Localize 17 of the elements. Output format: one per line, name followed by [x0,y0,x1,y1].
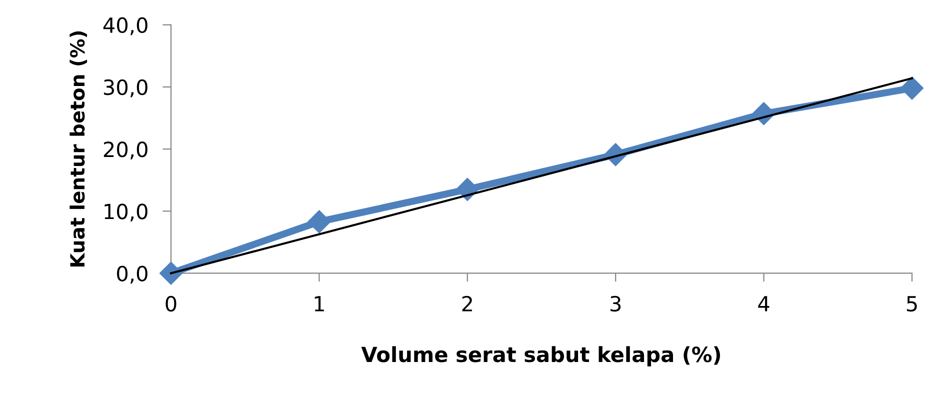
y-axis-title: Kuat lentur beton (%) [70,31,88,267]
point [900,76,924,100]
x-axis-title: Volume serat sabut kelapa (%) [361,346,720,366]
x-tick-label: 0 [166,296,176,312]
point [160,262,182,285]
x-tick-label: 1 [314,296,324,312]
x-tick-label: 4 [758,296,770,312]
x-tick-label: 5 [906,296,917,312]
point [308,210,331,234]
y-tick-label: 40,0 [103,17,148,36]
y-tick-label: 20,0 [104,141,148,160]
x-tick-label: 2 [462,296,472,312]
y-tick-label: 0,0 [117,266,148,284]
x-tick-label: 3 [610,296,621,312]
y-tick-label: 30,0 [104,79,148,98]
point [456,178,479,201]
y-tick-label: 10,0 [104,204,148,222]
